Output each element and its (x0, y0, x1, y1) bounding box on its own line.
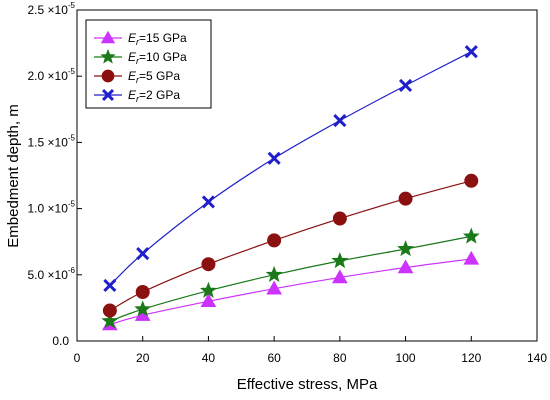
legend-marker (101, 88, 115, 102)
series-line (109, 258, 472, 326)
y-tick-label: 2.5 ×10-5 (28, 1, 76, 17)
series-line (109, 180, 472, 312)
data-point (267, 151, 281, 165)
legend-label: Er=10 GPa (128, 50, 187, 66)
data-point (397, 240, 415, 257)
x-tick-label: 120 (461, 351, 481, 365)
axes-layer: 0 20 40 60 80 100 120 140 0.0 5.0 ×10-6 1.0 ×10-5 1… (28, 1, 548, 365)
y-tick-label: 1.5 ×10-5 (28, 133, 76, 149)
legend-label: Er=2 GPa (128, 88, 180, 104)
y-tick-label: 2.0 ×10-5 (28, 67, 76, 83)
series-layer (101, 45, 480, 331)
legend: Er=15 GPa Er=10 GPa Er=5 GPa Er=2 GPa (85, 19, 212, 109)
plot-frame (76, 9, 538, 342)
x-tick-label: 60 (267, 351, 281, 365)
y-tick-label: 0.0 (52, 334, 69, 348)
data-point (200, 293, 217, 308)
y-axis-label: Embedment depth, m (5, 104, 22, 247)
x-tick-label: 0 (74, 351, 81, 365)
data-point (331, 252, 349, 269)
series-3 (103, 45, 478, 292)
x-tick-label: 20 (136, 351, 150, 365)
data-point (332, 211, 347, 226)
data-point (199, 281, 217, 298)
data-point (464, 173, 479, 188)
data-point (134, 300, 152, 317)
data-point (399, 78, 413, 93)
legend-label: Er=5 GPa (128, 69, 180, 85)
legend-label: Er=15 GPa (128, 31, 187, 47)
x-tick-label: 140 (527, 351, 547, 365)
data-point (265, 265, 283, 283)
series-0 (101, 250, 480, 331)
x-tick-label: 100 (396, 351, 416, 365)
data-point (333, 113, 347, 128)
data-point (201, 257, 216, 272)
data-point (135, 285, 150, 300)
legend-marker (100, 48, 116, 64)
x-tick-label: 80 (333, 351, 347, 365)
y-tick-label: 1.0 ×10-5 (28, 200, 76, 216)
series-1 (101, 227, 480, 329)
y-tick-label: 5.0 ×10-6 (28, 266, 76, 282)
legend-marker (100, 30, 116, 44)
data-point (266, 280, 283, 295)
series-2 (102, 173, 479, 318)
data-point (267, 233, 282, 248)
data-point (103, 278, 117, 292)
data-point (398, 191, 413, 206)
data-point (102, 303, 117, 318)
x-tick-label: 40 (202, 351, 216, 365)
data-point (462, 227, 480, 244)
data-point (463, 250, 480, 265)
data-point (397, 259, 414, 274)
x-axis-label: Effective stress, MPa (237, 376, 378, 393)
data-point (331, 269, 348, 284)
data-point (201, 195, 215, 209)
legend-marker (101, 69, 115, 83)
data-point (101, 312, 119, 329)
series-line (109, 235, 472, 322)
plot-area (76, 9, 538, 342)
data-point (464, 45, 478, 59)
data-point (136, 247, 150, 261)
